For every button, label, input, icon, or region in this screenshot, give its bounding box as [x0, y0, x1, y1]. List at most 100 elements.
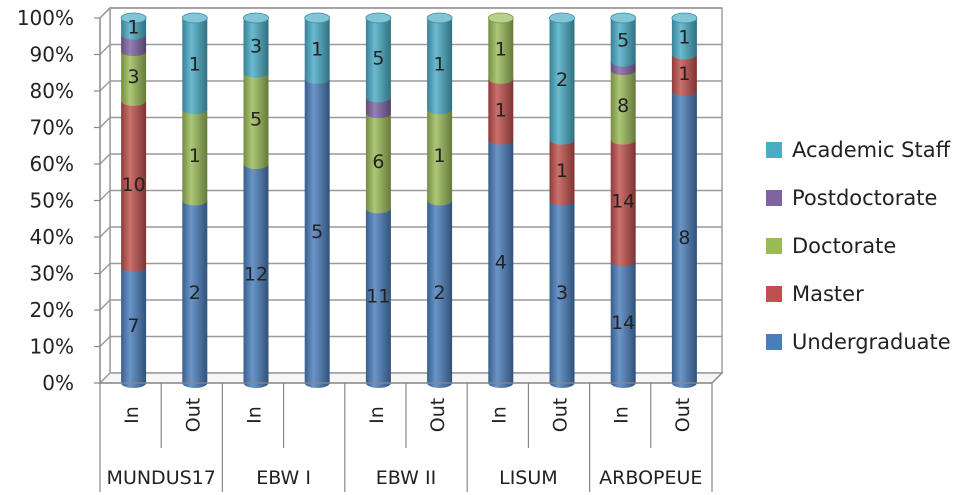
- bars: [120, 12, 698, 388]
- bar-segment-academic-staff: [182, 18, 208, 115]
- data-label: 1: [556, 160, 568, 182]
- x-group-label: LISUM: [499, 467, 558, 489]
- bar-top-cap: [549, 12, 575, 24]
- legend-item-doctorate: Doctorate: [766, 234, 896, 258]
- x-category-label: Out: [427, 398, 449, 432]
- gridline: [99, 299, 722, 311]
- bar-segment-postdoctorate: [121, 34, 147, 57]
- bar-segment-academic-staff: [304, 18, 330, 84]
- x-group-label: MUNDUS17: [107, 467, 216, 489]
- legend: Academic Staff Postdoctorate Doctorate Mast…: [766, 138, 951, 354]
- y-tick-label: 10%: [30, 335, 74, 359]
- legend-swatch: [766, 286, 782, 302]
- data-label: 1: [495, 99, 507, 121]
- bar-segment-undergraduate: [610, 261, 636, 388]
- bar-segment-master: [488, 78, 514, 145]
- bar-segment-doctorate: [243, 72, 269, 169]
- bar-top-cap: [243, 12, 269, 24]
- bar-top-cap: [181, 12, 208, 24]
- data-label: 1: [434, 145, 446, 167]
- gridline: [99, 7, 722, 19]
- y-tick-label: 20%: [30, 298, 74, 322]
- x-category-label: In: [366, 406, 388, 424]
- data-label: 14: [611, 312, 635, 334]
- y-tick-label: 50%: [30, 189, 74, 213]
- data-label: 6: [372, 151, 384, 173]
- bar-segment-academic-staff: [365, 18, 391, 103]
- data-label: 3: [250, 35, 262, 57]
- bar-top-cap: [487, 12, 514, 24]
- x-category-label: In: [244, 406, 266, 424]
- data-label: 3: [128, 66, 140, 88]
- x-group-label: EBW I: [256, 467, 311, 489]
- gridline: [99, 189, 722, 201]
- x-axis-categories: In Out In In Out In Out In Out MUNDUS17 EBW I EBW I…: [99, 372, 723, 492]
- data-label: 2: [434, 282, 446, 304]
- bar-segment-undergraduate: [427, 200, 453, 388]
- legend-item-academic-staff: Academic Staff: [766, 138, 951, 162]
- y-tick-label: 100%: [17, 6, 74, 30]
- bar-segment-postdoctorate: [365, 97, 391, 119]
- legend-label: Undergraduate: [792, 330, 951, 354]
- bar-segment-academic-staff: [671, 18, 697, 60]
- data-label: 3: [556, 282, 568, 304]
- bar-top-cap: [304, 12, 331, 24]
- bar-segment-doctorate: [365, 113, 391, 214]
- bar-segment-academic-staff: [549, 18, 575, 145]
- data-label: 8: [617, 95, 629, 117]
- data-label: 1: [189, 145, 201, 167]
- bar-top-cap: [120, 12, 147, 24]
- data-label: 1: [678, 26, 690, 48]
- bar-segment-master: [671, 54, 697, 96]
- data-label: 1: [311, 38, 323, 60]
- x-axis-depth-edge: [711, 372, 723, 384]
- bar-segment-undergraduate: [182, 200, 208, 388]
- bar-top-cap: [365, 12, 392, 24]
- bar-segment-undergraduate: [671, 91, 697, 388]
- gridline: [99, 262, 722, 274]
- gridline: [99, 153, 722, 165]
- data-label: 10: [122, 174, 146, 196]
- legend-swatch: [766, 142, 782, 158]
- x-category-label: In: [121, 406, 143, 424]
- x-category-label: In: [611, 406, 633, 424]
- bar-segment-doctorate: [182, 109, 208, 206]
- data-label: 1: [678, 63, 690, 85]
- gridline: [99, 80, 722, 92]
- y-axis-ticks: 0% 10% 20% 30% 40% 50% 60% 70% 80% 90% 100%: [17, 6, 101, 395]
- x-group-label: EBW II: [376, 467, 436, 489]
- legend-item-postdoctorate: Postdoctorate: [766, 186, 937, 210]
- data-label: 8: [678, 227, 690, 249]
- gridline: [99, 43, 722, 55]
- y-tick-label: 90%: [30, 43, 74, 67]
- bar-segment-academic-staff: [610, 18, 636, 67]
- data-label: 1: [189, 54, 201, 76]
- legend-label: Master: [792, 282, 864, 306]
- gridline: [99, 335, 722, 347]
- bar-segment-doctorate: [610, 70, 636, 145]
- data-label: 2: [556, 69, 568, 91]
- bar-segment-master: [549, 139, 575, 206]
- x-category-label: Out: [672, 398, 694, 432]
- y-tick-label: 30%: [30, 262, 74, 286]
- data-label: 14: [611, 191, 635, 213]
- bar-segment-academic-staff: [243, 18, 269, 78]
- gridline: [99, 116, 722, 128]
- legend-swatch: [766, 190, 782, 206]
- y-tick-label: 70%: [30, 116, 74, 140]
- x-category-label: Out: [182, 398, 204, 432]
- legend-label: Academic Staff: [792, 138, 951, 162]
- legend-item-undergraduate: Undergraduate: [766, 330, 951, 354]
- data-label: 11: [366, 286, 390, 308]
- data-label: 5: [372, 48, 384, 70]
- bar-top-cap: [426, 12, 453, 24]
- data-label: 2: [189, 282, 201, 304]
- data-label: 1: [128, 16, 140, 38]
- legend-label: Postdoctorate: [792, 186, 937, 210]
- y-tick-label: 0%: [42, 371, 74, 395]
- bar-segment-undergraduate: [365, 208, 391, 388]
- bar-top-cap: [671, 12, 698, 24]
- legend-item-master: Master: [766, 282, 864, 306]
